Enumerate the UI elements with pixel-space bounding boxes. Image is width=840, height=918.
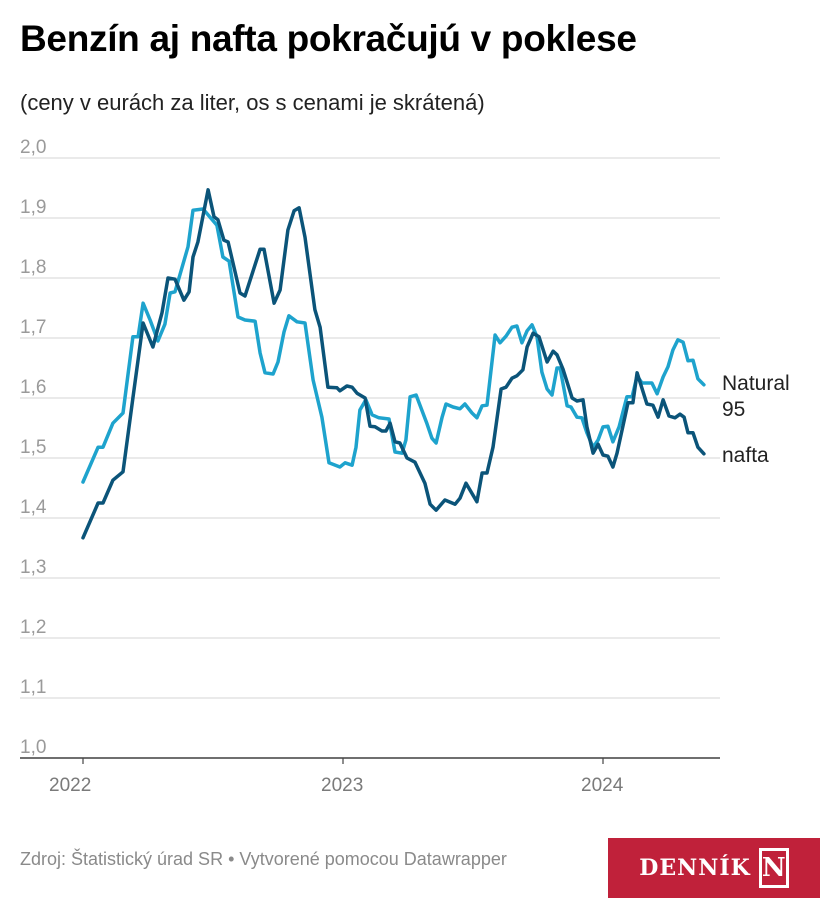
y-tick-label: 1,5 <box>20 437 46 458</box>
y-axis-ticks: 1,0 1,1 1,2 1,3 1,4 1,5 1,6 1,7 1,8 1,9 2,0 <box>20 137 47 758</box>
y-tick-label: 1,6 <box>20 377 46 398</box>
x-tick-label: 2022 <box>49 775 91 796</box>
logo-text: DENNÍK <box>639 855 751 881</box>
y-tick-label: 1,9 <box>20 197 46 218</box>
y-tick-label: 1,8 <box>20 257 46 278</box>
x-tick-label: 2023 <box>321 775 363 796</box>
y-tick-label: 1,4 <box>20 497 47 518</box>
series-label: 95 <box>722 398 745 421</box>
chart-subtitle: (ceny v eurách za liter, os s cenami je … <box>20 90 485 115</box>
source-note: Zdroj: Štatistický úrad SR • Vytvorené p… <box>20 849 507 869</box>
x-tick-label: 2024 <box>581 775 624 796</box>
dennik-n-logo[interactable]: DENNÍK N <box>608 838 820 898</box>
series-line-natural-95 <box>81 207 706 484</box>
chart-title: Benzín aj nafta pokračujú v poklese <box>20 18 637 59</box>
y-tick-label: 1,2 <box>20 617 46 638</box>
y-tick-label: 1,7 <box>20 317 46 338</box>
series-label: Natural <box>722 372 790 395</box>
series-line-nafta <box>81 188 706 540</box>
y-tick-label: 2,0 <box>20 137 46 158</box>
y-tick-label: 1,1 <box>20 677 46 698</box>
y-tick-label: 1,3 <box>20 557 46 578</box>
logo-mark: N <box>758 848 789 888</box>
series-label: nafta <box>722 444 769 467</box>
gridlines <box>20 157 720 759</box>
series-lines <box>81 188 706 540</box>
x-axis-ticks: 2022 2023 2024 <box>49 758 624 796</box>
y-tick-label: 1,0 <box>20 737 46 758</box>
series-labels: Natural 95 nafta <box>722 372 790 467</box>
